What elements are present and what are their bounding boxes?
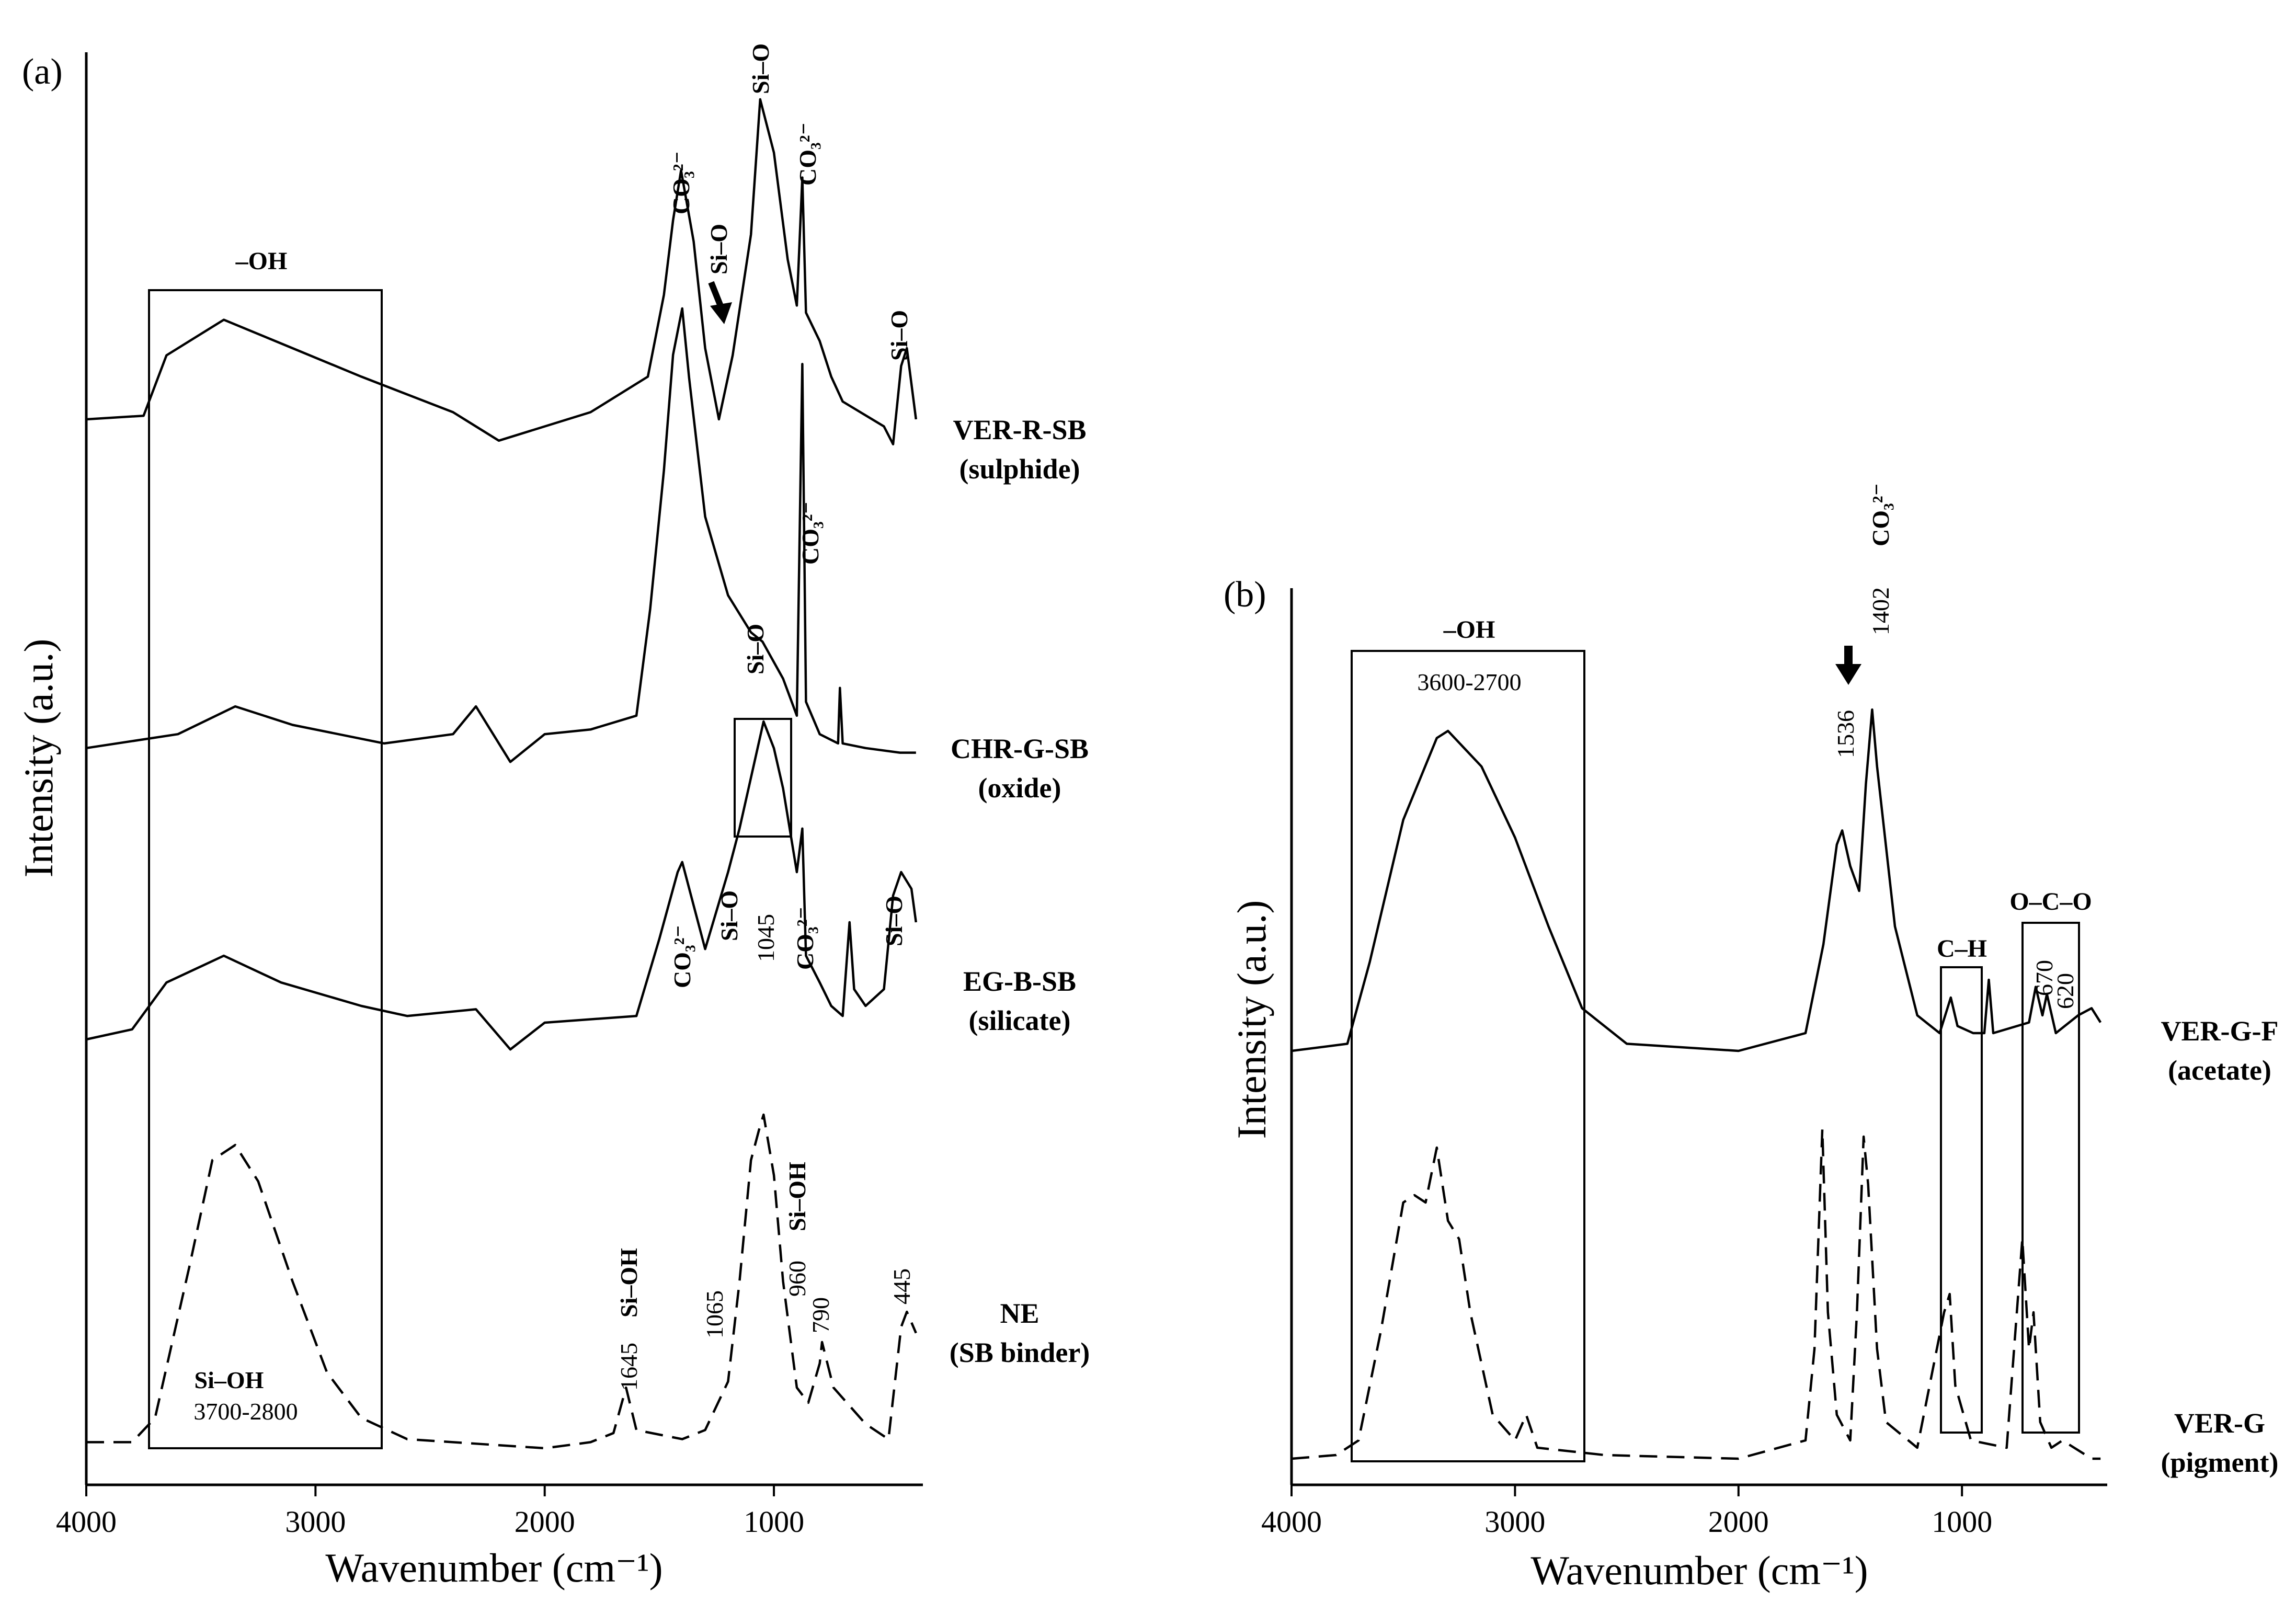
sample-sub-ver-r-sb: (sulphide) [959, 453, 1080, 485]
panel-b-y-axis-label: Intensity (a.u.) [1229, 900, 1274, 1139]
annot-a-co3-3: CO₃²⁻ [797, 501, 824, 565]
annot-a-sioh-960: Si–OH [784, 1162, 810, 1231]
sample-sub-ne: (SB binder) [950, 1337, 1090, 1368]
panel-b-oco-region-label: O–C–O [2009, 888, 2092, 915]
annot-a-co3-5: CO₃²⁻ [792, 907, 818, 970]
panel-b-oh-region-box [1351, 650, 1585, 1462]
annot-b-down-arrowhead [1835, 664, 1861, 685]
panel-a-x-tick-label: 1000 [744, 1505, 804, 1539]
spectrum-ver-g-f [1291, 708, 2102, 1052]
annot-a-960: 960 [784, 1261, 810, 1297]
annot-a-sio-1: Si–O [705, 224, 732, 274]
panel-b-x-tick-label: 4000 [1261, 1505, 1322, 1539]
annot-a-sioh-range: 3700-2800 [193, 1398, 298, 1425]
panel-a-traces [86, 98, 918, 1450]
annot-a-arrow-down-left [708, 281, 725, 310]
spectrum-ne [86, 1113, 917, 1450]
annot-b-620: 620 [2052, 973, 2078, 1009]
sample-sub-ver-g-f: (acetate) [2168, 1055, 2271, 1086]
panel-b-oh-region-label: –OH [1443, 616, 1495, 644]
spectrum-ver-g [1291, 1128, 2101, 1460]
annot-a-1065: 1065 [701, 1290, 728, 1338]
sample-label-ver-g: VER-G [2174, 1407, 2265, 1439]
sample-label-ver-r-sb: VER-R-SB [953, 414, 1086, 445]
sample-sub-eg-b-sb: (silicate) [969, 1005, 1071, 1036]
spectrum-ver-r-sb [86, 98, 918, 445]
panel-a-sio-zoom-box [734, 718, 792, 838]
panel-a: (a) Intensity (a.u.) 4000 3000 2000 1000 Wa… [16, 43, 1090, 1590]
panel-b-letter: (b) [1224, 575, 1266, 615]
panel-a-y-axis-label: Intensity (a.u.) [16, 638, 61, 877]
panel-b-x-ticks: 4000 3000 2000 1000 [1261, 1485, 1992, 1539]
annot-a-sio-5: Si–O [716, 890, 743, 941]
panel-a-oh-region-box [148, 289, 383, 1449]
spectrum-chr-g-sb [86, 307, 916, 763]
sample-label-ne: NE [1000, 1298, 1039, 1329]
panel-a-x-ticks: 4000 3000 2000 1000 [56, 1485, 804, 1539]
panel-b-ch-region-label: C–H [1937, 935, 1987, 963]
annot-a-sioh-1645: Si–OH [615, 1248, 642, 1318]
annot-a-sio-2: Si–O [747, 43, 774, 94]
annot-a-sio-6: Si–O [881, 896, 907, 946]
annot-a-arrowhead [710, 302, 732, 324]
panel-a-x-tick-label: 4000 [56, 1505, 117, 1539]
sample-label-eg-b-sb: EG-B-SB [963, 966, 1076, 997]
panel-a-x-axis-label: Wavenumber (cm⁻¹) [325, 1545, 662, 1590]
annot-a-1645: 1645 [615, 1343, 642, 1391]
annot-b-670: 670 [2031, 960, 2058, 996]
panel-a-x-tick-label: 2000 [515, 1505, 575, 1539]
sample-label-ver-g-f: VER-G-F [2161, 1015, 2279, 1047]
sample-label-chr-g-sb: CHR-G-SB [951, 733, 1089, 764]
panel-b: (b) Intensity (a.u.) 4000 3000 2000 1000 Wa… [1224, 483, 2278, 1593]
annot-a-445: 445 [888, 1268, 915, 1304]
sample-sub-ver-g: (pigment) [2161, 1447, 2279, 1478]
spectrum-eg-b-sb [86, 720, 918, 1051]
panel-b-x-tick-label: 2000 [1708, 1505, 1769, 1539]
annot-a-sioh-box-label: Si–OH [195, 1367, 264, 1393]
panel-b-x-tick-label: 3000 [1484, 1505, 1545, 1539]
panel-a-letter: (a) [22, 52, 63, 92]
annot-b-1536: 1536 [1832, 710, 1859, 758]
annot-a-sio-4: Si–O [742, 624, 769, 674]
annot-a-790: 790 [807, 1297, 834, 1333]
panel-b-oco-region-box [2021, 922, 2080, 1434]
panel-b-ch-region-box [1940, 966, 1983, 1434]
panel-b-x-tick-label: 1000 [1932, 1505, 1992, 1539]
annot-b-co3: CO₃²⁻ [1867, 483, 1894, 546]
annot-a-sio-3: Si–O [886, 310, 912, 361]
panel-a-oh-region-label: –OH [235, 247, 288, 275]
annot-a-co3-4: CO₃²⁻ [669, 925, 695, 988]
annot-b-1402: 1402 [1867, 587, 1894, 635]
panel-b-oh-range: 3600-2700 [1417, 669, 1521, 695]
sample-sub-chr-g-sb: (oxide) [978, 772, 1061, 804]
annot-a-1045: 1045 [752, 914, 779, 962]
panel-a-x-tick-label: 3000 [285, 1505, 346, 1539]
annot-a-co3-2: CO₃²⁻ [794, 122, 821, 186]
panel-b-traces [1291, 708, 2102, 1460]
annot-a-co3-1: CO₃²⁻ [668, 151, 694, 214]
panel-b-x-axis-label: Wavenumber (cm⁻¹) [1530, 1548, 1868, 1593]
